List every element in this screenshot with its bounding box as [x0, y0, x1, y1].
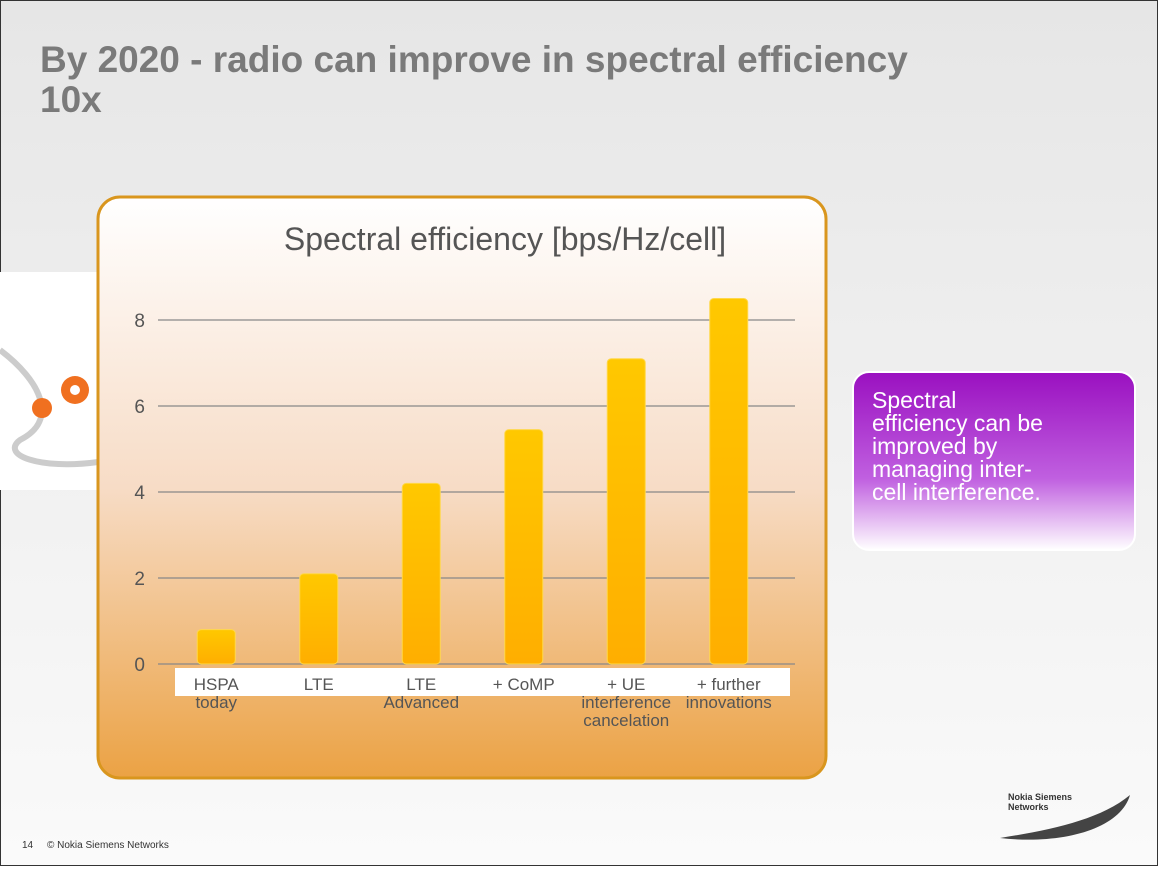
- callout-box: [852, 371, 1136, 551]
- x-tick-label: LTE Advanced: [383, 675, 459, 712]
- page-number: 14: [22, 840, 34, 851]
- chart-title: Spectral efficiency [bps/Hz/cell]: [284, 221, 726, 257]
- y-tick-label: 4: [134, 483, 145, 504]
- x-tick-label: + UE interference cancelation: [581, 675, 671, 730]
- logo-swoosh: [1000, 795, 1130, 840]
- bar: [196, 629, 236, 665]
- x-tick-label: LTE: [304, 675, 334, 694]
- bar: [299, 573, 339, 665]
- bar: [504, 429, 544, 665]
- callout-text: Spectral efficiency can be improved by mana…: [872, 387, 1043, 505]
- x-tick-label: HSPA today: [194, 675, 240, 712]
- y-tick-label: 6: [134, 397, 145, 418]
- x-tick-label: + CoMP: [493, 675, 555, 694]
- bar: [606, 358, 646, 665]
- x-tick-label: + further innovations: [686, 675, 772, 712]
- y-tick-label: 8: [134, 311, 145, 332]
- y-tick-label: 0: [134, 655, 145, 676]
- category-band: [175, 668, 790, 696]
- slide-title: By 2020 - radio can improve in spectral …: [40, 39, 908, 120]
- logo: Nokia Siemens Networks: [1008, 792, 1072, 812]
- bar: [709, 298, 749, 665]
- copyright: © Nokia Siemens Networks: [47, 840, 169, 851]
- bar: [401, 482, 441, 665]
- y-tick-label: 2: [134, 569, 145, 590]
- decor-image: [0, 272, 99, 490]
